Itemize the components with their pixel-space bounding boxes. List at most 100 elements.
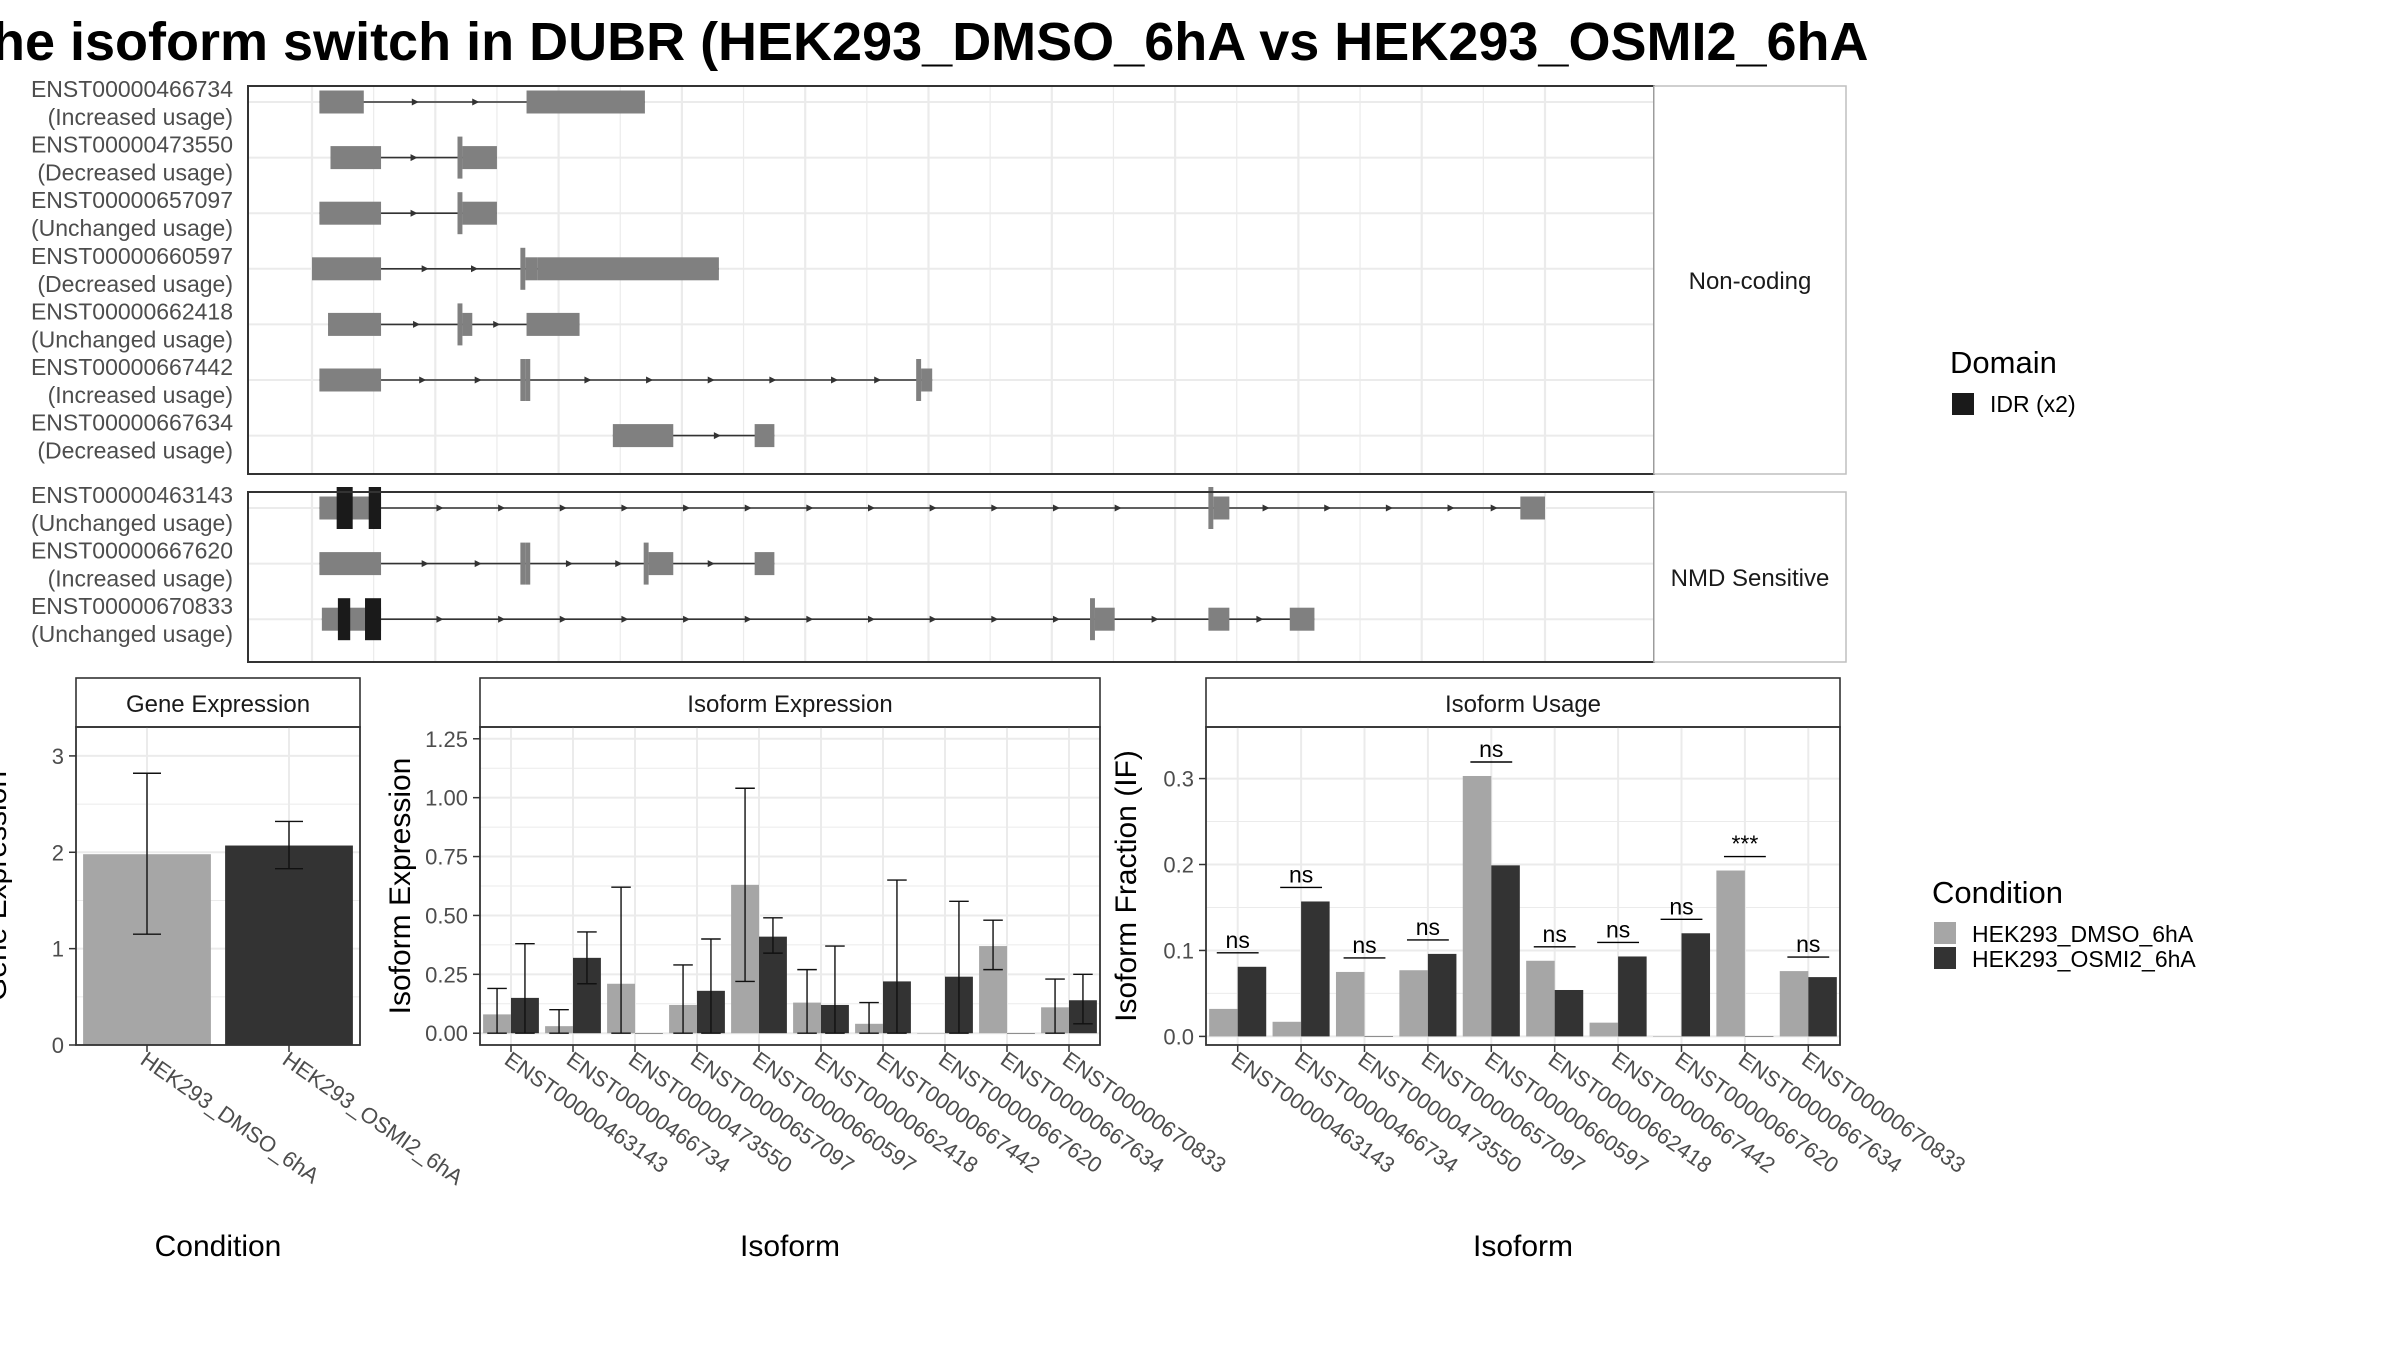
transcript-id-label: ENST00000667442 bbox=[31, 354, 233, 380]
chart-strip-label: Gene Expression bbox=[126, 691, 310, 718]
exon bbox=[462, 312, 473, 336]
bar-HEK293_OSMI2_6hA bbox=[1237, 966, 1267, 1037]
exon bbox=[921, 368, 933, 392]
intron-arrow bbox=[413, 320, 421, 328]
bar-HEK293_DMSO_6hA bbox=[917, 1033, 945, 1034]
idr-domain bbox=[365, 598, 382, 641]
idr-domain bbox=[337, 598, 351, 641]
intron-arrow bbox=[1052, 504, 1060, 512]
bar-HEK293_DMSO_6hA bbox=[1209, 1008, 1238, 1037]
intron-arrow bbox=[831, 376, 839, 384]
condition-legend-title: Condition bbox=[1932, 875, 2063, 910]
intron-arrow bbox=[929, 504, 937, 512]
intron-arrow bbox=[744, 615, 752, 623]
y-tick-label: 1 bbox=[52, 937, 64, 962]
exon bbox=[1208, 487, 1214, 529]
exon bbox=[520, 247, 526, 290]
exon bbox=[520, 359, 526, 401]
exon bbox=[462, 201, 497, 225]
exon bbox=[537, 257, 719, 281]
intron-arrow bbox=[1052, 615, 1060, 623]
y-tick-label: 2 bbox=[52, 840, 64, 865]
significance-label: ns bbox=[1669, 893, 1693, 919]
bar-HEK293_OSMI2_6hA bbox=[1301, 901, 1330, 1037]
intron-arrow bbox=[868, 615, 876, 623]
significance-label: ns bbox=[1289, 861, 1313, 887]
intron-arrow bbox=[493, 320, 501, 328]
intron-arrow bbox=[713, 432, 721, 440]
exon bbox=[1520, 496, 1545, 520]
transcript-id-label: ENST00000473550 bbox=[31, 132, 233, 158]
intron-arrow bbox=[744, 504, 752, 512]
intron-arrow bbox=[991, 615, 999, 623]
y-tick-label: 0.00 bbox=[425, 1021, 468, 1046]
exon bbox=[916, 359, 922, 401]
significance-label: ns bbox=[1479, 736, 1503, 762]
condition-legend-swatch bbox=[1934, 922, 1956, 944]
bar-HEK293_DMSO_6hA bbox=[1652, 1036, 1682, 1037]
condition-legend-label: HEK293_DMSO_6hA bbox=[1972, 921, 2194, 947]
intron-arrow bbox=[410, 154, 418, 162]
bar-HEK293_DMSO_6hA bbox=[1589, 1022, 1619, 1037]
transcript-structure-panels: ENST00000466734(Increased usage)ENST0000… bbox=[31, 76, 1847, 663]
y-tick-label: 0.2 bbox=[1163, 853, 1194, 878]
y-tick-label: 0.0 bbox=[1163, 1024, 1194, 1049]
exon bbox=[1090, 598, 1095, 641]
chart-panel-border bbox=[1205, 726, 1841, 1046]
y-tick-label: 0.75 bbox=[425, 845, 468, 870]
exon bbox=[457, 303, 463, 346]
structure-strip-label: Non-coding bbox=[1689, 268, 1812, 295]
intron-arrow bbox=[1262, 504, 1270, 512]
intron-arrow bbox=[436, 504, 444, 512]
exon bbox=[319, 201, 382, 225]
bar-HEK293_OSMI2_6hA bbox=[1681, 933, 1711, 1037]
intron-arrow bbox=[1256, 615, 1264, 623]
structure-group-0: ENST00000466734(Increased usage)ENST0000… bbox=[31, 76, 1847, 475]
x-axis-title: Isoform bbox=[740, 1230, 840, 1263]
bar-HEK293_OSMI2_6hA bbox=[1618, 956, 1647, 1037]
exon bbox=[520, 542, 526, 585]
exon bbox=[1208, 607, 1230, 631]
transcript-usage-label: (Increased usage) bbox=[48, 104, 233, 130]
intron-arrow bbox=[769, 376, 777, 384]
transcript-id-label: ENST00000463143 bbox=[31, 482, 233, 508]
exon bbox=[754, 552, 775, 576]
exon bbox=[312, 257, 382, 281]
transcript-usage-label: (Decreased usage) bbox=[37, 271, 233, 297]
exon bbox=[319, 90, 364, 114]
y-tick-label: 1.25 bbox=[425, 727, 468, 752]
bar-HEK293_DMSO_6hA bbox=[1462, 775, 1492, 1037]
expression-charts: Gene Expression0123HEK293_DMSO_6hAHEK293… bbox=[0, 677, 1970, 1263]
structure-strip bbox=[1653, 85, 1847, 475]
transcript-usage-label: (Unchanged usage) bbox=[31, 326, 233, 352]
intron-arrow bbox=[559, 504, 567, 512]
intron-arrow bbox=[868, 504, 876, 512]
condition-legend-label: HEK293_OSMI2_6hA bbox=[1972, 946, 2196, 972]
y-tick-label: 0.25 bbox=[425, 962, 468, 987]
idr-domain bbox=[336, 487, 353, 529]
intron-arrow bbox=[621, 504, 629, 512]
exon bbox=[1289, 607, 1315, 631]
y-tick-label: 0 bbox=[52, 1033, 64, 1058]
bar-HEK293_OSMI2_6hA bbox=[1744, 1036, 1774, 1037]
intron-arrow bbox=[436, 615, 444, 623]
intron-arrow bbox=[707, 560, 715, 568]
intron-arrow bbox=[498, 504, 506, 512]
transcript-usage-label: (Increased usage) bbox=[48, 566, 233, 592]
transcript-id-label: ENST00000466734 bbox=[31, 76, 233, 102]
significance-label: ns bbox=[1226, 927, 1250, 953]
intron-arrow bbox=[874, 376, 882, 384]
idr-domain bbox=[368, 487, 382, 529]
intron-arrow bbox=[621, 615, 629, 623]
exon bbox=[612, 424, 674, 448]
intron-arrow bbox=[1324, 504, 1332, 512]
bar-HEK293_DMSO_6hA bbox=[1272, 1021, 1302, 1037]
exon bbox=[1094, 607, 1115, 631]
bar-HEK293_DMSO_6hA bbox=[1716, 870, 1745, 1037]
exon bbox=[1213, 496, 1230, 520]
exon bbox=[319, 552, 382, 576]
transcript-id-label: ENST00000662418 bbox=[31, 298, 233, 324]
exon bbox=[462, 146, 497, 170]
exon bbox=[754, 424, 775, 448]
